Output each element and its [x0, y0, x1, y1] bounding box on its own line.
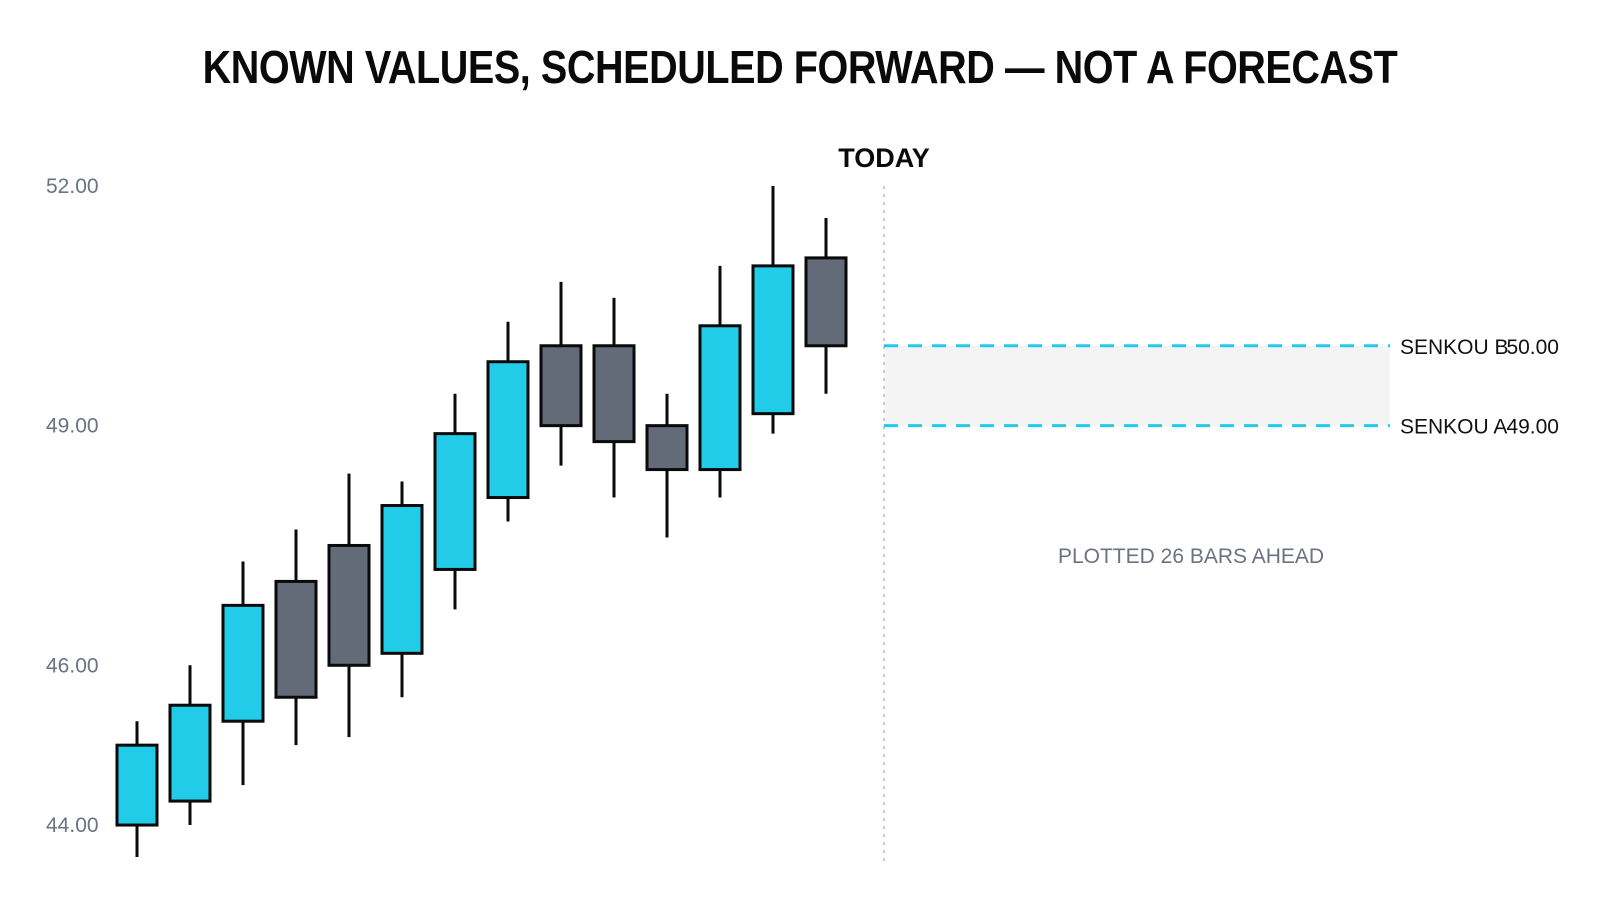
candle-up: [115, 721, 159, 857]
candle-down: [539, 281, 583, 466]
today-label: TODAY: [838, 143, 930, 173]
candle-body: [645, 424, 689, 472]
senkou-a-value: 49.00: [1506, 416, 1559, 439]
candle-body: [274, 579, 318, 699]
candle-body: [698, 324, 742, 472]
candle-body: [221, 603, 265, 723]
y-tick-label: 44.00: [46, 814, 99, 837]
y-tick-label: 52.00: [46, 175, 99, 198]
candle-up: [380, 481, 424, 698]
kumo-cloud: [884, 345, 1390, 426]
candle-up: [221, 561, 265, 786]
chart-title: KNOWN VALUES, SCHEDULED FORWARD — NOT A …: [202, 41, 1398, 93]
candle-down: [327, 473, 371, 738]
senkou-b-name: SENKOU B: [1400, 336, 1509, 359]
y-tick-label: 49.00: [46, 415, 99, 438]
candle-down: [804, 217, 848, 394]
candle-body: [380, 504, 424, 655]
forward-note: PLOTTED 26 BARS AHEAD: [1058, 545, 1324, 568]
senkou-b-value: 50.00: [1506, 336, 1559, 359]
candle-body: [539, 344, 583, 428]
candle-down: [645, 393, 689, 538]
candle-up: [486, 321, 530, 522]
candle-body: [592, 344, 636, 444]
candle-up: [698, 265, 742, 498]
y-tick-label: 46.00: [46, 654, 99, 677]
candle-body: [804, 256, 848, 348]
candle-body: [327, 543, 371, 667]
candle-up: [433, 393, 477, 610]
candle-up: [751, 186, 795, 434]
candle-body: [115, 743, 159, 827]
candle-body: [433, 432, 477, 571]
candle-down: [592, 297, 636, 498]
candle-body: [168, 703, 212, 803]
candle-down: [274, 529, 318, 746]
senkou-a-name: SENKOU A: [1400, 416, 1507, 439]
candle-up: [168, 665, 212, 826]
candle-body: [486, 360, 530, 500]
candle-body: [751, 264, 795, 416]
